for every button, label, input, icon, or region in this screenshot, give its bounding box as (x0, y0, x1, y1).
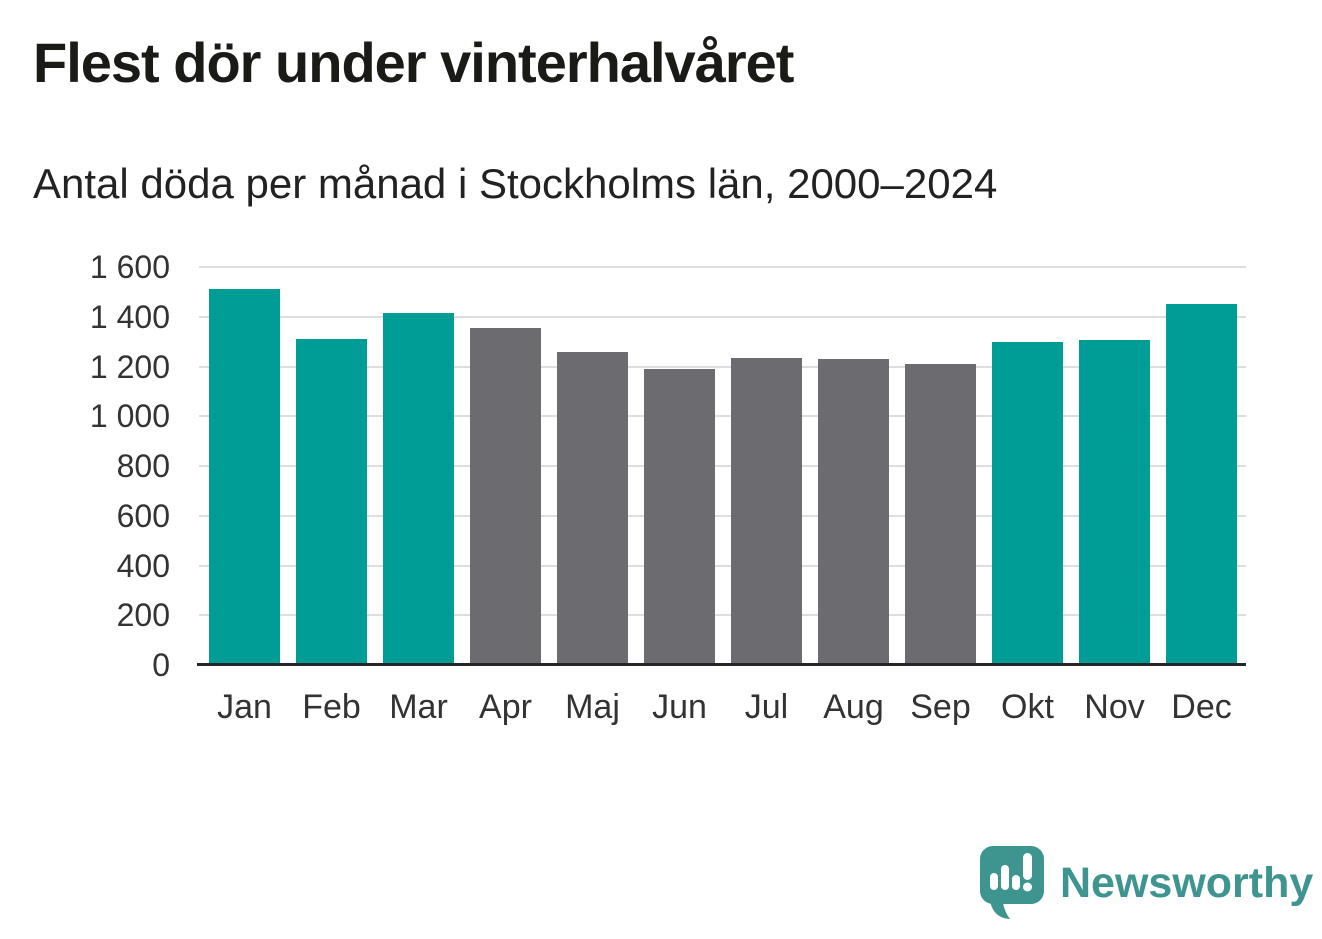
y-tick-label-200: 200 (116, 597, 170, 634)
chart-subtitle: Antal döda per månad i Stockholms län, 2… (33, 160, 998, 207)
plot-area (197, 266, 1246, 666)
bar-dec (1166, 304, 1237, 665)
x-tick-label-maj: Maj (565, 688, 620, 726)
bar-sep (905, 364, 976, 665)
bar-jul (731, 357, 802, 665)
gridline-600 (199, 514, 1246, 517)
y-tick-label-400: 400 (116, 547, 170, 584)
y-tick-label-1000: 1 000 (89, 398, 170, 435)
bar-jan (209, 289, 280, 665)
bar-okt (992, 341, 1063, 665)
x-tick-label-sep: Sep (910, 688, 971, 726)
y-tick-label-1400: 1 400 (89, 298, 170, 335)
x-tick-label-nov: Nov (1084, 688, 1145, 726)
gridline-400 (199, 564, 1246, 567)
x-tick-label-aug: Aug (823, 688, 884, 726)
x-tick-label-jul: Jul (744, 688, 789, 726)
x-tick-label-apr: Apr (479, 688, 532, 726)
brand-logo: Newsworthy (978, 846, 1313, 920)
x-tick-label-jan: Jan (217, 688, 272, 726)
gridline-1400 (199, 315, 1246, 318)
x-axis-labels: Jan Feb Mar Apr Maj Jun Jul Aug Sep Okt Nov Dec (199, 688, 1246, 738)
x-tick-label-feb: Feb (302, 688, 361, 726)
bars (199, 267, 1246, 665)
x-tick-label-mar: Mar (389, 688, 448, 726)
bar-maj (557, 351, 628, 665)
gridline-800 (199, 465, 1246, 467)
chart-title: Flest dör under vinterhalvåret (33, 31, 794, 94)
bar-mar (383, 313, 454, 665)
gridline-200 (199, 614, 1246, 617)
gridline-1200 (199, 365, 1246, 368)
bar-jun (644, 369, 715, 665)
newsworthy-logo-icon (980, 846, 1044, 919)
y-tick-label-1600: 1 600 (89, 249, 170, 285)
brand-name: Newsworthy (1060, 858, 1314, 907)
bar-nov (1079, 340, 1150, 665)
gridline-1000 (199, 415, 1246, 418)
bar-aug (818, 359, 889, 665)
bar-apr (470, 327, 541, 665)
y-tick-label-800: 800 (116, 448, 170, 484)
gridline-1600 (199, 266, 1246, 268)
x-axis-baseline (197, 663, 1246, 666)
y-tick-label-0: 0 (152, 647, 170, 683)
bar-feb (296, 339, 367, 665)
x-tick-label-dec: Dec (1171, 688, 1232, 726)
x-tick-label-okt: Okt (1001, 688, 1054, 726)
y-tick-label-1200: 1 200 (89, 348, 170, 385)
x-tick-label-jun: Jun (652, 688, 707, 726)
y-tick-label-600: 600 (116, 497, 170, 534)
y-axis-labels: 0 200 400 600 800 1 000 1 200 1 400 1 600 (0, 0, 170, 939)
